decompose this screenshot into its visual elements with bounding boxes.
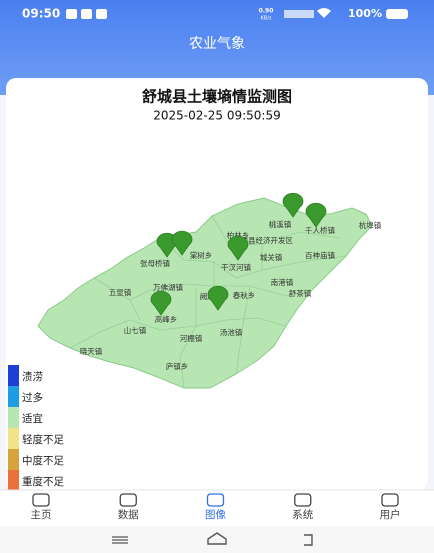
- map-label: 南港镇: [271, 277, 294, 287]
- legend-label: 中度不足: [22, 454, 64, 467]
- map-label: 高峰乡: [155, 314, 178, 324]
- map-pin: [171, 230, 193, 256]
- legend-label: 重度不足: [22, 475, 64, 488]
- map-label: 百神庙镇: [305, 250, 335, 260]
- legend-swatch: [8, 365, 19, 386]
- status-time: 09:50: [22, 7, 60, 21]
- map-label: 桃溪镇: [269, 219, 292, 229]
- nav-icon[interactable]: [381, 493, 399, 507]
- map-label: 庐镇乡: [166, 361, 189, 371]
- map-label: 五显镇: [109, 287, 132, 297]
- map-pin: [282, 192, 304, 218]
- battery-icon: [386, 9, 408, 19]
- status-icon: [66, 9, 77, 19]
- home-button[interactable]: [207, 532, 227, 545]
- legend-label: 适宜: [22, 412, 43, 425]
- legend-label: 渍涝: [22, 370, 43, 383]
- map-label: 晓天镇: [80, 346, 103, 356]
- status-speed-unit: KB/s: [261, 16, 272, 22]
- legend-swatch: [8, 470, 19, 491]
- legend-label: 过多: [22, 391, 43, 404]
- nav-label[interactable]: 图像: [205, 509, 226, 521]
- nav-icon[interactable]: [206, 493, 225, 507]
- map-pin: [227, 235, 249, 261]
- map-label: 山七镇: [124, 325, 147, 335]
- back-button[interactable]: [304, 534, 313, 546]
- status-speed: 0.90: [259, 8, 274, 15]
- nav-icon[interactable]: [32, 493, 50, 507]
- map-label: 舒茶镇: [289, 288, 312, 298]
- map-label: 干汊河镇: [221, 262, 251, 272]
- nav-icon[interactable]: [294, 493, 312, 507]
- map-label: 杭埠镇: [359, 220, 382, 230]
- legend-swatch: [8, 386, 19, 407]
- card-timestamp: 2025-02-25 09:50:59: [153, 109, 280, 123]
- legend-label: 轻度不足: [22, 433, 64, 446]
- map-label: 汤池镇: [220, 327, 243, 337]
- bottom-nav: [0, 490, 434, 526]
- menu-button[interactable]: [112, 536, 128, 544]
- nav-label[interactable]: 主页: [31, 509, 52, 521]
- nav-label[interactable]: 系统: [292, 508, 313, 521]
- map-label: 舒城县经济开发区: [233, 235, 293, 245]
- map-label: 城关镇: [260, 252, 283, 262]
- card-title: 舒城县土壤墒情监测图: [142, 88, 292, 106]
- nav-icon[interactable]: [119, 493, 137, 507]
- legend-swatch: [8, 449, 19, 470]
- nav-label[interactable]: 数据: [118, 508, 139, 521]
- map-pin: [150, 290, 172, 316]
- header-title: 农业气象: [189, 36, 245, 52]
- legend-swatch: [8, 428, 19, 449]
- system-nav: [0, 526, 434, 553]
- status-signal: [284, 10, 314, 18]
- map-pin: [207, 285, 229, 311]
- map-label: 千人桥镇: [305, 225, 335, 235]
- status-wifi: [317, 8, 331, 18]
- nav-label[interactable]: 用户: [380, 508, 401, 521]
- map-label: 河棚镇: [180, 333, 203, 343]
- map-label: 张母桥镇: [140, 258, 170, 268]
- status-battery: 100%: [348, 7, 382, 20]
- map-label: 棠树乡: [190, 250, 213, 260]
- legend-swatch: [8, 407, 19, 428]
- status-icon: [81, 9, 92, 19]
- map-pin: [305, 202, 327, 228]
- status-icon: [96, 9, 107, 19]
- map-label: 万佛湖镇: [153, 282, 183, 292]
- map-label: 柏林乡: [227, 230, 250, 240]
- map-label: 春秋乡: [233, 290, 256, 300]
